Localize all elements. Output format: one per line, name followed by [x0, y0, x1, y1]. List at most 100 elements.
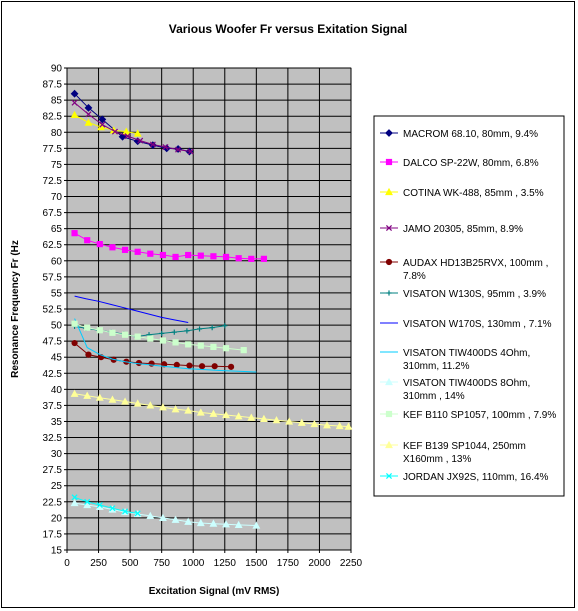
series-line	[74, 318, 257, 373]
y-tick-label: 55	[51, 288, 63, 299]
data-point	[84, 103, 93, 112]
y-tick-label: 37.5	[43, 401, 63, 412]
data-point	[96, 501, 103, 509]
data-point	[158, 403, 167, 411]
data-point	[240, 347, 247, 354]
data-point	[234, 412, 243, 420]
data-point	[172, 339, 179, 346]
legend-entries: MACROM 68.10, 80mm, 9.4% DALCO SP-22W, 80…	[380, 129, 556, 483]
data-point	[71, 230, 78, 237]
series-line	[74, 295, 189, 323]
legend-label: KEF B139 SP1044, 250mm X160mm , 13%	[403, 441, 526, 465]
legend-label: VISATON W170S, 130mm , 7.1%	[403, 319, 552, 330]
data-point	[197, 252, 204, 259]
data-point	[385, 377, 393, 386]
data-point	[234, 520, 243, 529]
data-point	[227, 363, 235, 370]
data-point	[147, 250, 154, 257]
series-10	[70, 389, 353, 430]
series-11	[71, 494, 141, 517]
chart-title: Various Woofer Fr versus Exitation Signa…	[169, 22, 408, 36]
legend-entry-11: JORDAN JX92S, 110mm, 16.4%	[380, 472, 549, 483]
data-point	[84, 324, 91, 331]
data-point	[71, 339, 78, 347]
y-tick-label: 27.5	[43, 465, 63, 476]
data-point	[248, 255, 255, 262]
data-point	[222, 520, 230, 528]
data-point	[344, 422, 353, 430]
x-tick-label: 2000	[308, 558, 331, 569]
data-point	[209, 409, 218, 417]
data-point	[124, 133, 131, 140]
series-4	[71, 339, 235, 370]
y-tick-label: 60	[51, 256, 63, 267]
data-point	[70, 110, 79, 119]
data-point	[171, 329, 177, 335]
data-point	[310, 419, 319, 428]
y-tick-label: 57.5	[43, 272, 63, 283]
x-tick-label: 1000	[182, 558, 205, 569]
series-3	[71, 99, 194, 155]
data-point	[162, 144, 169, 151]
data-point	[210, 253, 217, 260]
data-point	[259, 414, 268, 422]
x-tick-label: 1250	[214, 558, 237, 569]
series-9	[71, 320, 247, 354]
data-point	[85, 111, 92, 118]
data-point	[137, 137, 144, 144]
data-point	[184, 328, 190, 334]
x-tick-label: 2250	[340, 558, 363, 569]
data-point	[222, 323, 228, 329]
data-point	[84, 237, 91, 244]
legend-label: VISATON TIW400DS 8Ohm, 310mm , 14%	[403, 378, 530, 402]
y-tick-label: 35	[51, 417, 63, 428]
data-point	[109, 244, 116, 251]
legend-label: JORDAN JX92S, 110mm, 16.4%	[403, 472, 549, 483]
data-point	[134, 248, 141, 255]
data-point	[185, 251, 192, 259]
data-point	[171, 515, 180, 523]
data-point	[158, 513, 167, 521]
data-point	[186, 362, 193, 369]
data-point	[84, 498, 91, 505]
data-point	[121, 246, 129, 253]
data-point	[386, 290, 392, 296]
data-point	[84, 118, 93, 126]
series-6	[74, 295, 189, 323]
legend-entry-0: MACROM 68.10, 80mm, 9.4%	[380, 129, 538, 140]
data-point	[385, 224, 393, 232]
data-point	[272, 416, 281, 424]
y-tick-label: 17.5	[43, 529, 63, 540]
legend-label: COTINA WK-488, 85mm , 3.5%	[403, 188, 544, 199]
y-tick-label: 82.5	[43, 112, 63, 123]
data-point	[70, 89, 79, 98]
data-point	[184, 406, 193, 414]
data-point	[147, 335, 154, 342]
y-tick-label: 22.5	[43, 497, 63, 508]
data-point	[297, 418, 306, 426]
data-point	[96, 327, 103, 334]
legend	[373, 115, 565, 497]
data-point	[196, 518, 205, 527]
y-tick-label: 40	[51, 385, 63, 396]
legend-entry-9: KEF B110 SP1057, 100mm , 7.9%	[380, 410, 556, 421]
data-point	[171, 405, 180, 413]
data-point	[252, 521, 261, 529]
y-tick-label: 87.5	[43, 80, 63, 91]
data-point	[196, 326, 203, 332]
series-line	[74, 232, 264, 260]
legend-label: MACROM 68.10, 80mm, 9.4%	[403, 129, 538, 140]
legend-entry-7: VISATON TIW400DS 4Ohm, 310mm, 11.2%	[380, 348, 530, 372]
series-7	[74, 318, 257, 373]
legend-label: VISATON TIW400DS 4Ohm, 310mm, 11.2%	[403, 348, 530, 372]
y-tick-label: 75	[51, 160, 63, 171]
y-tick-label: 15	[51, 546, 63, 557]
x-axis-title: Excitation Signal (mV RMS)	[149, 586, 280, 597]
data-point	[385, 158, 393, 166]
data-point	[210, 343, 217, 351]
y-tick-label: 32.5	[43, 433, 63, 444]
y-tick-label: 85	[51, 96, 63, 107]
data-point	[121, 397, 130, 405]
data-point	[209, 325, 215, 331]
data-point	[385, 187, 393, 196]
